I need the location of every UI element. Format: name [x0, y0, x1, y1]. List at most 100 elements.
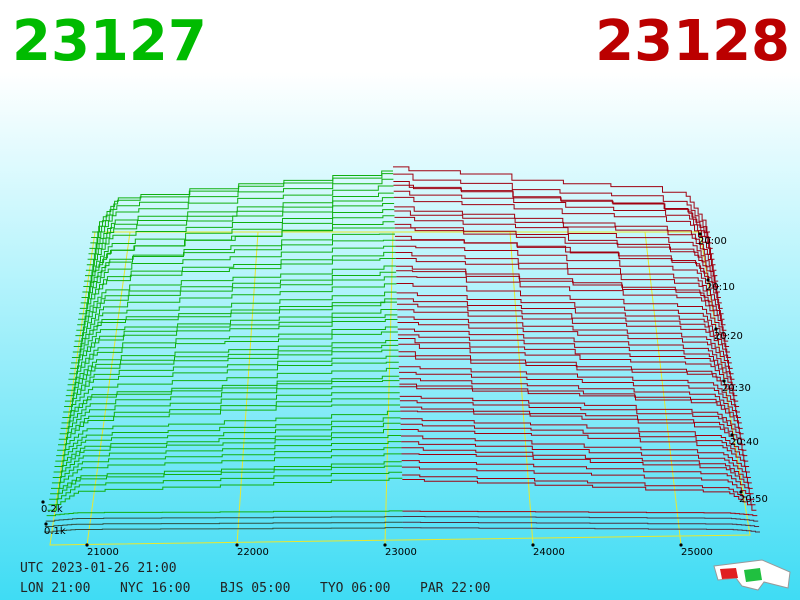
depth-line: [75, 283, 397, 337]
depth-line: [395, 245, 722, 304]
depth-line: [401, 447, 752, 484]
time-label: 20:00: [698, 236, 727, 247]
depth-line: [397, 334, 735, 380]
time-label: 20:50: [739, 494, 768, 505]
depth-line: [394, 223, 719, 282]
depth-line: [402, 510, 758, 517]
depth-line: [72, 301, 397, 353]
depth-line: [92, 170, 393, 233]
depth-line: [83, 227, 395, 287]
depth-line: [397, 316, 732, 364]
price-label: 23000: [385, 547, 417, 558]
depth-line: [58, 398, 400, 440]
depth-line: [397, 322, 733, 369]
depth-line: [53, 435, 401, 473]
depth-line: [396, 270, 726, 326]
depth-line: [91, 173, 394, 238]
depth-line: [398, 366, 740, 407]
price-tick: [679, 543, 683, 547]
axis-labels: 21000 22000 23000 24000 25000 20:00 20:10 20:20…: [41, 232, 768, 558]
time-tick: [706, 278, 710, 282]
depth-line: [63, 367, 399, 413]
depth-line: [393, 166, 710, 233]
city-clock: NYC 16:00: [120, 581, 190, 596]
depth-line: [394, 227, 720, 287]
depth-line: [395, 258, 724, 315]
depth-line: [397, 328, 734, 375]
depth-line: [51, 453, 402, 489]
depth-line: [401, 453, 753, 489]
depth-line: [399, 395, 744, 435]
depth-line: [78, 258, 396, 315]
depth-line: [50, 461, 402, 495]
depth-line: [402, 479, 757, 511]
depth-line: [77, 271, 397, 326]
depth-line: [79, 251, 396, 309]
time-tick: [722, 379, 726, 383]
depth-line: [393, 196, 715, 260]
depth-line: [396, 276, 727, 331]
depth-line: [44, 521, 403, 527]
depth-line: [400, 418, 748, 457]
depth-line: [396, 298, 730, 347]
depth-line: [400, 406, 746, 446]
time-label: 20:20: [714, 331, 743, 342]
depth-line: [400, 423, 749, 462]
depth-line: [82, 233, 395, 293]
depth-line: [393, 184, 713, 249]
depth-line: [394, 210, 717, 271]
price-tick: [531, 543, 535, 547]
depth-line: [394, 216, 718, 277]
ask-price: 23128: [595, 9, 790, 74]
price-label: 22000: [237, 547, 269, 558]
depth-label: 0.1k: [44, 526, 66, 537]
order-book-lines: [44, 166, 760, 533]
depth-line: [393, 173, 711, 238]
depth-line: [89, 185, 394, 249]
depth-line: [47, 477, 403, 511]
depth-line: [401, 466, 755, 500]
time-label: 20:30: [722, 383, 751, 394]
depth-line: [52, 441, 402, 478]
depth-line: [396, 292, 729, 342]
depth-line: [76, 276, 397, 331]
city-clock: LON 21:00: [20, 581, 90, 596]
depth-line: [71, 314, 398, 364]
time-tick: [730, 433, 734, 437]
depth-tick: [44, 522, 48, 526]
3d-glasses-icon: [713, 559, 791, 591]
depth-line: [66, 344, 399, 391]
depth-tick: [41, 500, 45, 504]
depth-line: [67, 340, 399, 386]
depth-line: [401, 435, 750, 473]
depth-line: [399, 400, 745, 440]
depth-line: [398, 355, 739, 402]
world-clocks: LON 21:00 NYC 16:00 BJS 05:00 TYO 06:00 PAR …: [20, 581, 490, 596]
depth-line: [400, 410, 747, 451]
depth-line: [81, 239, 396, 298]
price-tick: [85, 543, 89, 547]
depth-line: [85, 209, 395, 271]
depth-line: [71, 309, 398, 358]
depth-line: [402, 521, 760, 527]
city-clock: BJS 05:00: [220, 581, 290, 596]
depth-line: [49, 465, 402, 500]
depth-line: [51, 447, 402, 484]
time-tick: [698, 232, 702, 236]
depth-line: [402, 474, 756, 506]
depth-line: [398, 343, 737, 391]
depth-line: [69, 326, 398, 375]
depth-line: [88, 192, 394, 255]
depth-line: [402, 516, 759, 522]
depth-line: [398, 351, 738, 397]
depth-line: [57, 410, 401, 451]
depth-line: [45, 516, 403, 522]
depth-line: [70, 319, 398, 369]
depth-line: [398, 338, 736, 386]
depth-line: [80, 245, 396, 304]
depth-line: [44, 527, 403, 533]
depth-line: [74, 291, 397, 342]
price-label: 24000: [533, 547, 565, 558]
depth-line: [90, 178, 394, 244]
